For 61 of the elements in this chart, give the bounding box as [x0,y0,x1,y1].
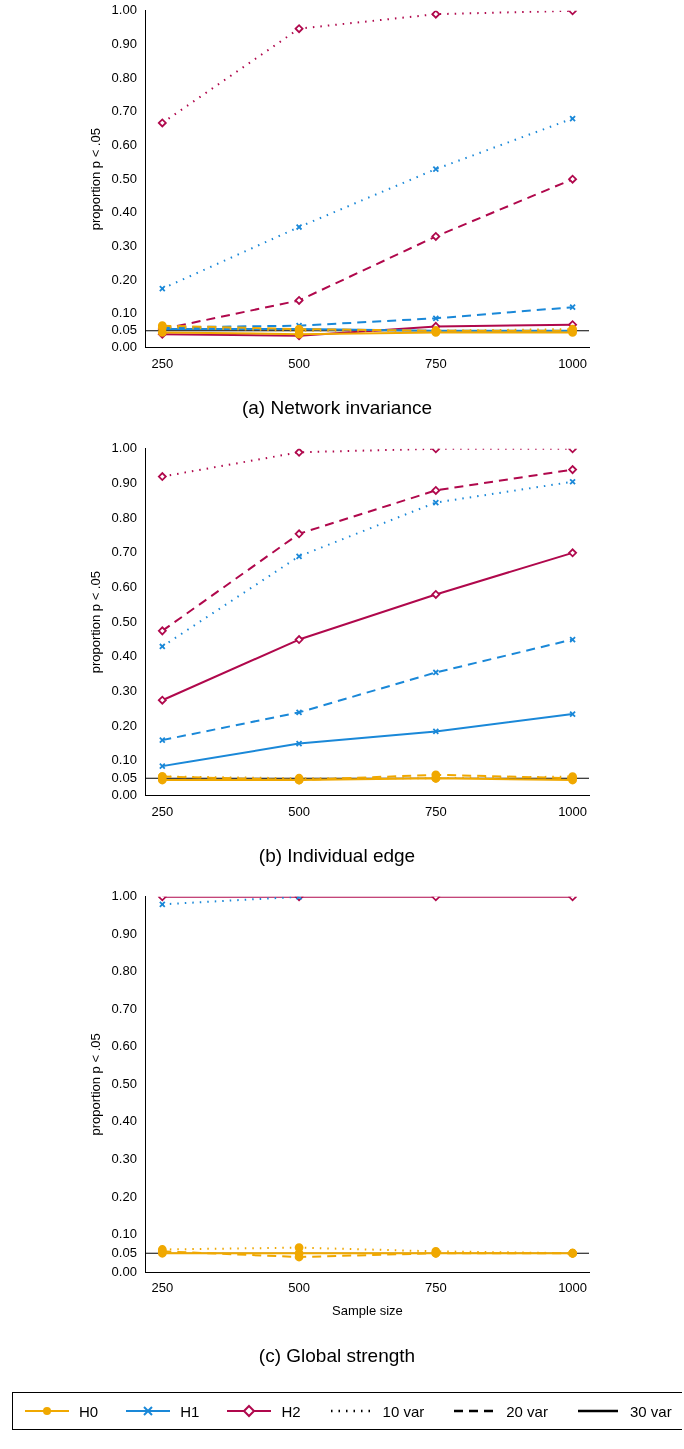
y-tick-label: 0.40 [111,204,137,220]
x-tick-label: 1000 [558,355,588,371]
x-tick-label: 500 [288,1280,310,1296]
legend-label: H0 [79,1402,99,1420]
y-tick-label: 0.60 [111,137,137,153]
text: 10 var [382,1402,425,1420]
y-tick-label: 0.90 [111,925,137,941]
x-tick-label: 500 [288,803,310,819]
y-tick-label: 0.20 [111,1188,137,1204]
x-tick-label: 750 [424,803,447,819]
y-axis-title: proportion p < .05 [88,128,104,231]
y-tick-label: 0.70 [111,544,137,560]
y-tick-label: 0.30 [111,683,137,699]
y-tick-label: 0.90 [111,36,137,52]
y-tick-label: 1.00 [111,2,137,18]
x-tick-label: 250 [151,355,174,371]
x-tick-label: 1000 [558,1280,588,1296]
y-tick-label: 0.30 [111,238,137,254]
x-tick-label: 250 [151,803,174,819]
y-tick-label: 0.50 [111,613,137,629]
text: (c) Global strength [258,1344,416,1366]
y-tick-label: 0.10 [111,752,137,768]
y-tick-label: 0.20 [111,271,137,287]
y-tick-label: 0.05 [111,322,137,338]
y-tick-label: 1.00 [111,440,137,456]
y-tick-label: 0.00 [111,339,137,355]
text: (b) Individual edge [258,844,416,866]
x-tick-label: 750 [424,355,447,371]
y-tick-label: 0.20 [111,717,137,733]
y-tick-label: 0.30 [111,1151,137,1167]
y-tick-label: 0.80 [111,69,137,85]
x-tick-label: 500 [288,355,310,371]
y-tick-label: 0.05 [111,769,137,785]
y-tick-label: 0.10 [111,1226,137,1242]
x-tick-label: 1000 [558,803,588,819]
y-tick-label: 0.50 [111,1075,137,1091]
y-axis-title: proportion p < .05 [88,571,104,674]
y-tick-label: 0.80 [111,963,137,979]
y-tick-label: 0.70 [111,103,137,119]
y-tick-label: 0.60 [111,579,137,595]
y-tick-label: 1.00 [111,888,137,904]
legend-label: H1 [180,1402,200,1420]
y-tick-label: 0.90 [111,475,137,491]
y-tick-label: 0.80 [111,509,137,525]
x-axis-title: Sample size [332,1302,403,1318]
x-tick-label: 750 [424,1280,447,1296]
text: (a) Network invariance [241,396,433,418]
y-tick-label: 0.00 [111,787,137,803]
y-tick-label: 0.60 [111,1038,137,1054]
y-tick-label: 0.40 [111,1113,137,1129]
text: 30 var [629,1402,672,1420]
y-tick-label: 0.10 [111,305,137,321]
y-tick-label: 0.70 [111,1000,137,1016]
y-tick-label: 0.05 [111,1244,137,1260]
y-tick-label: 0.40 [111,648,137,664]
text: 20 var [506,1402,548,1420]
y-tick-label: 0.00 [111,1263,137,1279]
y-tick-label: 0.50 [111,170,137,186]
legend-label: H2 [281,1402,301,1420]
y-axis-title: proportion p < .05 [88,1033,104,1136]
x-tick-label: 250 [151,1280,174,1296]
